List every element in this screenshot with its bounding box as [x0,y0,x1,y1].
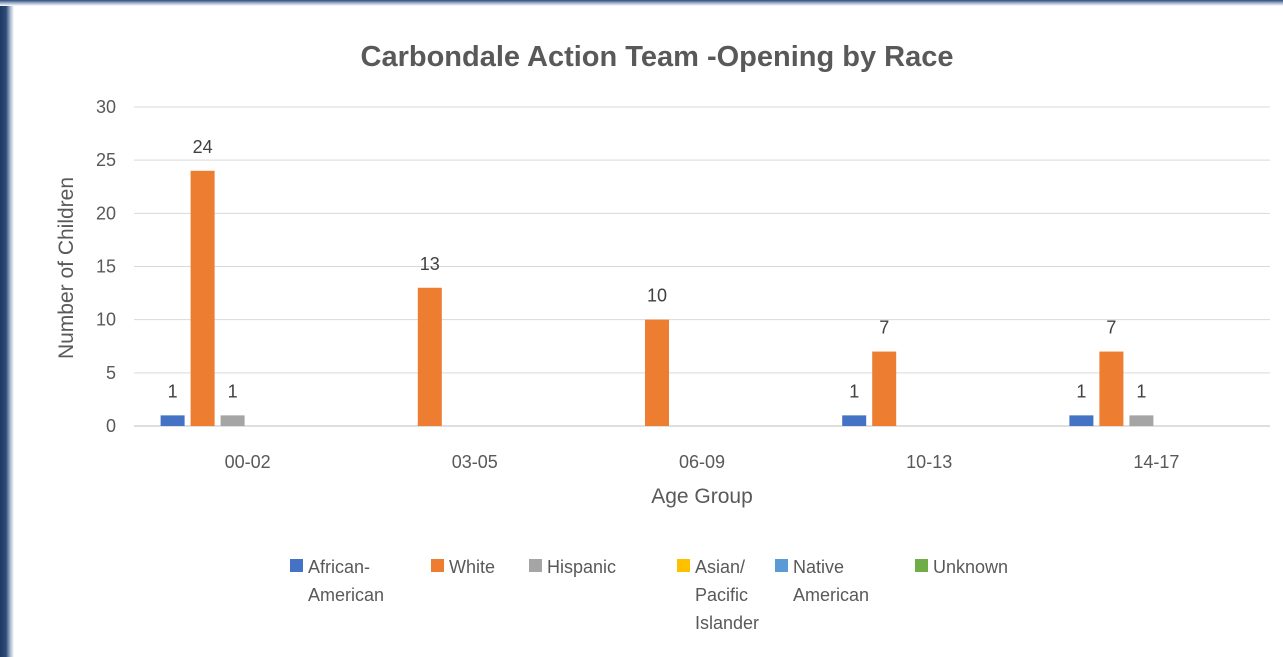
legend-item: Native American [775,557,869,605]
legend-item: Hispanic [529,557,616,577]
legend-swatch [529,559,542,572]
bar [1069,415,1094,426]
x-axis-ticks: 00-02 03-05 06-09 10-13 14-17 [225,452,1180,472]
gridlines [134,106,1270,427]
bar [872,351,897,426]
legend-item: Asian/Pacific Islander [677,557,759,633]
legend-label: Native American [793,557,869,605]
bar [190,170,215,426]
legend-swatch [431,559,444,572]
frame-left-edge [0,0,14,657]
data-label: 1 [228,381,238,401]
bar [645,319,669,426]
legend-swatch [775,559,788,572]
x-tick-label: 14-17 [1133,452,1179,472]
y-tick-label: 0 [106,416,116,436]
y-tick-label: 15 [96,257,116,277]
bars [160,170,1154,426]
legend: African-American White Hispanic Asian/Pacif… [290,557,1008,633]
bar [842,415,867,426]
bar [1129,415,1154,426]
data-label: 24 [193,137,213,157]
y-tick-label: 25 [96,150,116,170]
chart-title: Carbondale Action Team -Opening by Race [361,41,954,73]
bar [220,415,245,426]
legend-swatch [677,559,690,572]
y-tick-label: 5 [106,363,116,383]
x-tick-label: 03-05 [452,452,498,472]
legend-item: African-American [290,557,384,605]
bar [417,287,442,426]
x-axis-title: Age Group [651,485,753,508]
legend-item: White [431,557,495,577]
x-tick-label: 06-09 [679,452,725,472]
legend-swatch [915,559,928,572]
data-labels: 1 24 1 13 10 1 7 1 7 1 [168,137,1147,402]
y-tick-label: 10 [96,310,116,330]
legend-label: Asian/Pacific Islander [695,557,759,633]
bar [160,415,185,426]
bar [1099,351,1124,426]
y-axis-title: Number of Children [55,177,78,359]
data-label: 1 [1076,381,1086,401]
data-label: 7 [879,318,889,338]
legend-label: African-American [308,557,384,605]
legend-item: Unknown [915,557,1008,577]
data-label: 10 [647,286,667,306]
legend-label: Hispanic [547,557,616,577]
y-tick-label: 20 [96,203,116,223]
data-label: 1 [1136,381,1146,401]
data-label: 1 [168,381,178,401]
x-tick-label: 10-13 [906,452,952,472]
data-label: 7 [1106,318,1116,338]
y-axis-ticks: 0 5 10 15 20 25 30 [96,97,116,436]
data-label: 13 [420,254,440,274]
legend-label: Unknown [933,557,1008,577]
x-tick-label: 00-02 [225,452,271,472]
data-label: 1 [849,381,859,401]
legend-label: White [449,557,495,577]
y-tick-label: 30 [96,97,116,117]
legend-swatch [290,559,303,572]
frame-top-edge [0,0,1283,6]
